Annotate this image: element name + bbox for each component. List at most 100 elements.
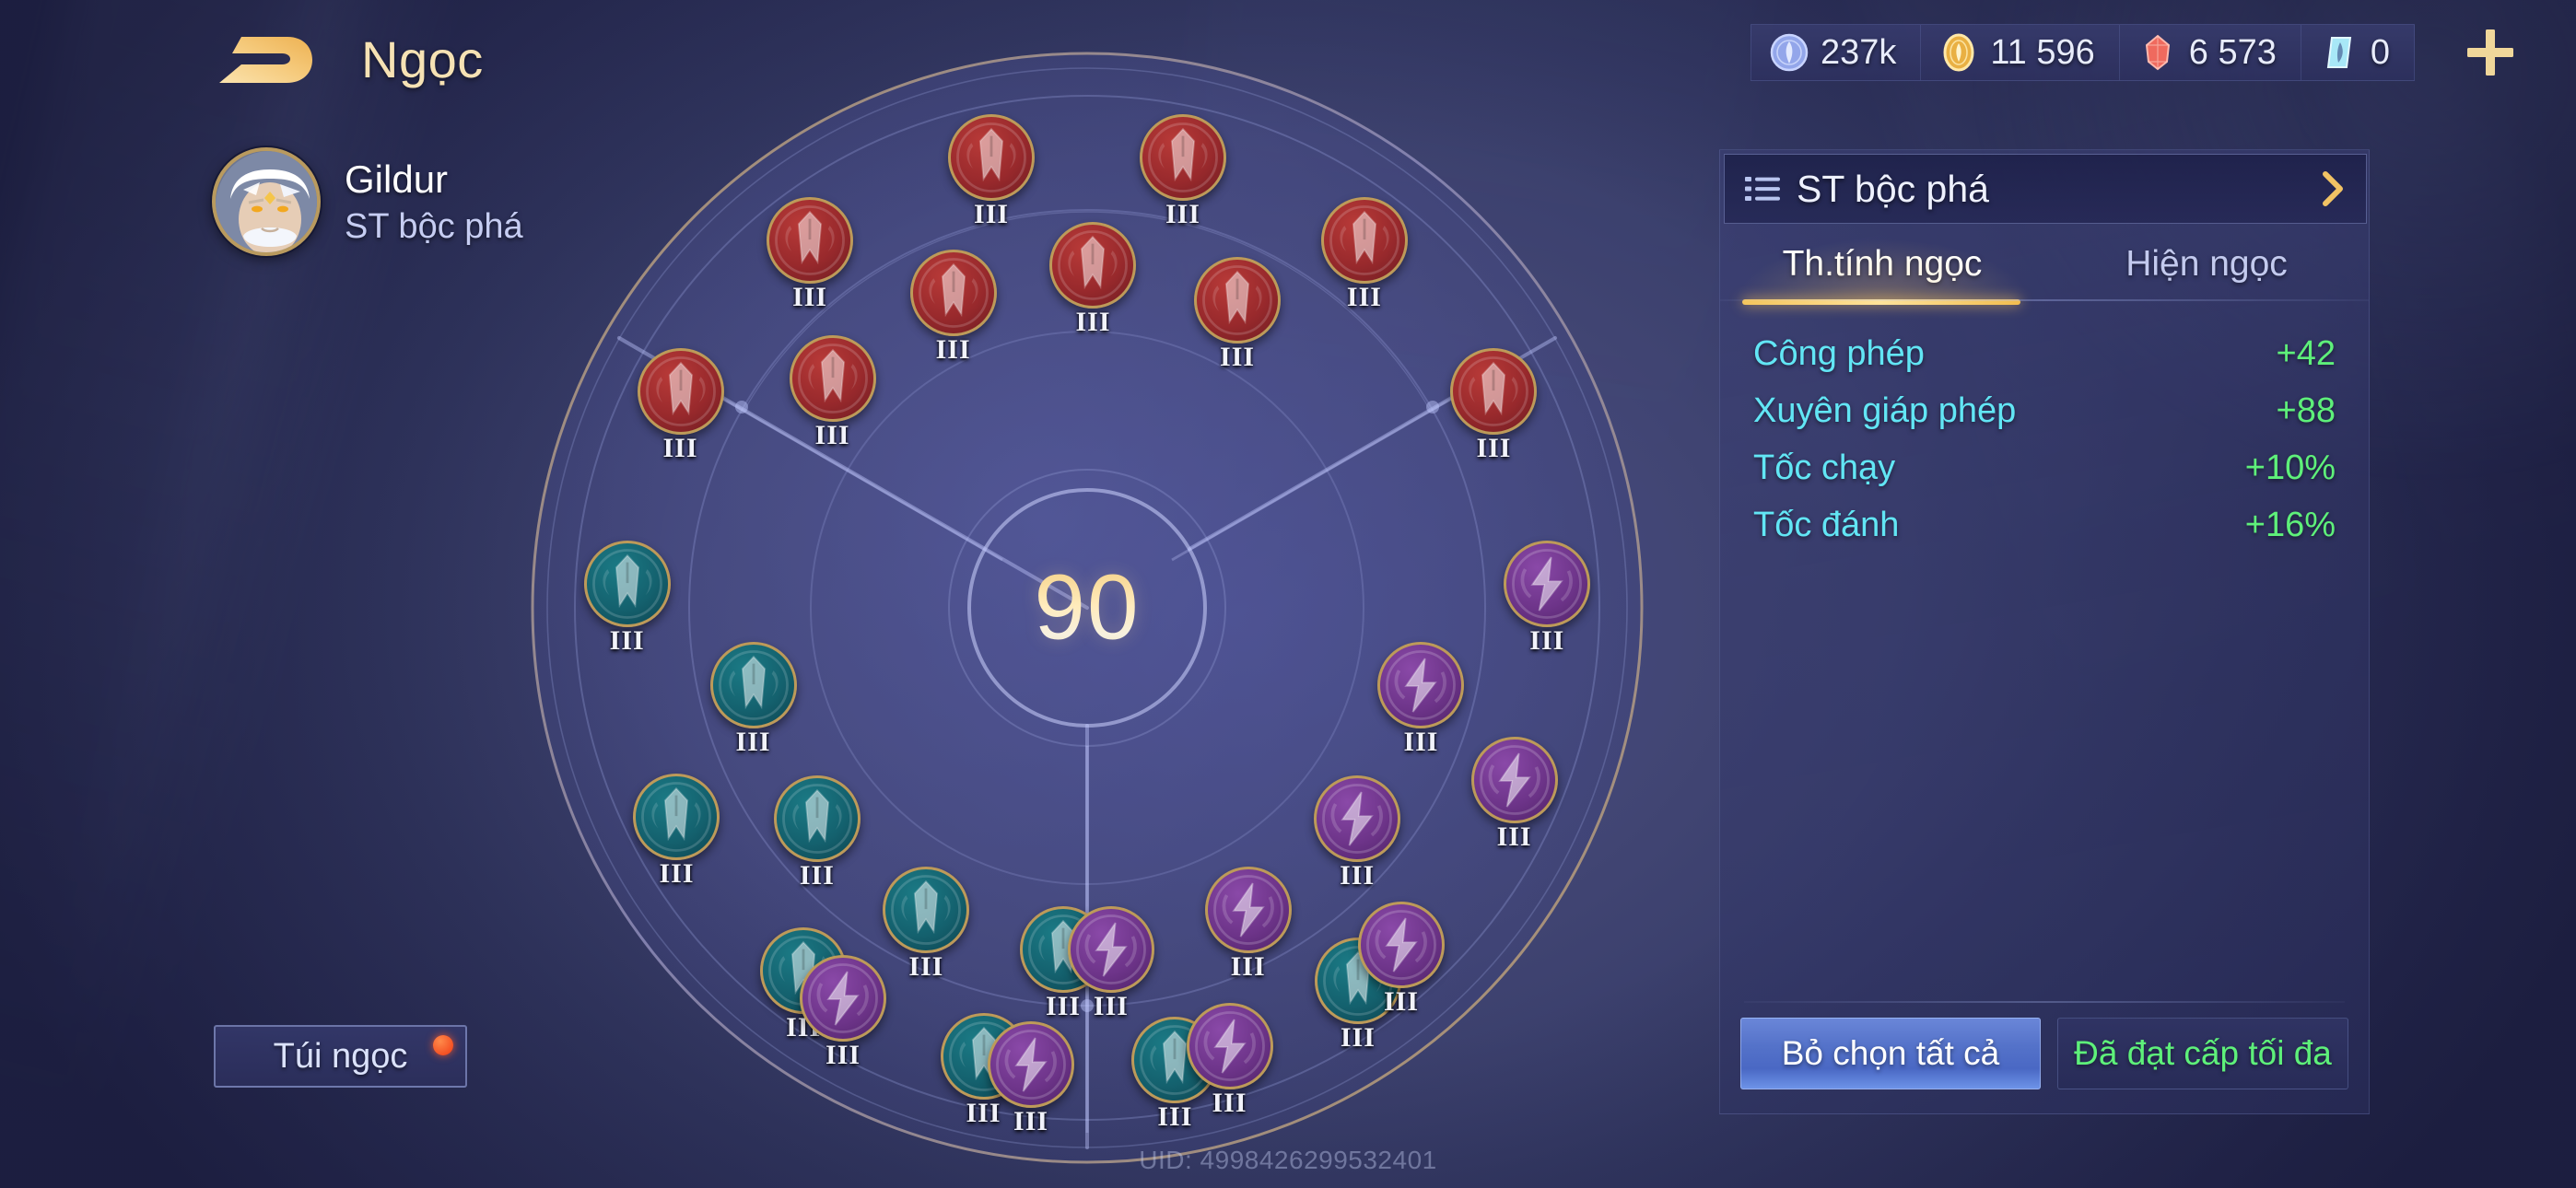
rune-gem-teal[interactable]: III: [633, 773, 720, 889]
rune-gem-disc: [767, 196, 854, 284]
lightning-bolt-icon: [1366, 909, 1436, 980]
rune-gem-red[interactable]: III: [1320, 196, 1408, 312]
rune-gem-disc: [773, 775, 861, 863]
lightning-bolt-icon: [1194, 1010, 1265, 1081]
rune-gem-red[interactable]: III: [948, 113, 1036, 229]
hero-name: Gildur: [345, 157, 449, 201]
currency-item-blue-token[interactable]: 237k: [1750, 24, 1922, 81]
tab-thuoc-tinh-ngoc[interactable]: Th.tính ngọc: [1720, 229, 2044, 305]
tab-label: Hiện ngọc: [2125, 244, 2288, 284]
stat-value: +16%: [2244, 505, 2336, 544]
rune-gem-teal[interactable]: III: [883, 867, 970, 982]
avatar-portrait-icon: [216, 151, 317, 252]
rune-gem-red[interactable]: III: [909, 249, 997, 365]
rune-gem-level: III: [735, 726, 771, 757]
rune-gem-level: III: [1093, 991, 1129, 1022]
stat-row: Công phép +42: [1753, 325, 2336, 382]
rune-gem-disc: [1204, 867, 1292, 954]
rune-gem-teal[interactable]: III: [773, 775, 861, 891]
rune-gem-red[interactable]: III: [637, 348, 724, 463]
rune-a-icon: [1148, 122, 1218, 192]
currency-item-cyan-shard[interactable]: 0: [2301, 24, 2415, 81]
chevron-right-icon: [2323, 171, 2343, 206]
rune-gem-red[interactable]: III: [1049, 222, 1137, 337]
game-logo-icon: [219, 37, 312, 83]
rune-gem-disc: [583, 540, 671, 627]
rune-gem-level: III: [609, 624, 645, 656]
uid-text: UID: 4998426299532401: [1139, 1146, 1437, 1174]
rune-gem-purple[interactable]: III: [1067, 906, 1154, 1021]
rune-gem-disc: [633, 773, 720, 860]
rune-a-icon: [1058, 230, 1129, 300]
rune-gem-teal[interactable]: III: [583, 540, 671, 656]
rune-gem-level: III: [1529, 624, 1565, 656]
rune-gem-disc: [1504, 540, 1591, 627]
rune-a-icon: [918, 257, 989, 328]
tab-hien-ngoc[interactable]: Hiện ngọc: [2044, 229, 2369, 299]
currency-value: 0: [2370, 32, 2390, 72]
rune-gem-level: III: [908, 951, 944, 983]
rune-gem-red[interactable]: III: [789, 335, 876, 450]
stat-value: +88: [2276, 390, 2336, 430]
rune-gem-disc: [1314, 775, 1401, 863]
rune-gem-teal[interactable]: III: [709, 641, 797, 757]
bag-button-label: Túi ngọc: [273, 1036, 408, 1076]
rune-gem-red[interactable]: III: [1194, 256, 1282, 372]
rune-gem-level: III: [966, 1098, 1001, 1129]
rune-gem-level: III: [1496, 821, 1532, 853]
rune-gem-disc: [988, 1021, 1075, 1109]
panel-buttons: Bỏ chọn tất cả Đã đạt cấp tối đa: [1740, 1018, 2348, 1089]
rune-gem-disc: [1377, 641, 1465, 728]
tab-active-underline: [1742, 299, 2020, 305]
lightning-bolt-icon: [1479, 745, 1550, 816]
rune-gem-level: III: [825, 1040, 861, 1071]
rune-gem-purple[interactable]: III: [1357, 901, 1445, 1017]
stat-label: Tốc chạy: [1753, 448, 1896, 487]
rune-gem-purple[interactable]: III: [800, 955, 887, 1070]
stat-row: Xuyên giáp phép +88: [1753, 382, 2336, 439]
max-level-button[interactable]: Đã đạt cấp tối đa: [2057, 1018, 2348, 1089]
rune-gem-level: III: [1157, 1101, 1193, 1132]
rune-gem-disc: [909, 249, 997, 336]
hero-role: ST bộc phá: [345, 206, 523, 246]
currency-item-gold-coin[interactable]: 11 596: [1921, 24, 2120, 81]
rune-gem-purple[interactable]: III: [1470, 737, 1558, 852]
hero-info[interactable]: Gildur ST bộc phá: [212, 147, 523, 256]
rune-gem-purple[interactable]: III: [1186, 1002, 1273, 1118]
rune-gem-level: III: [814, 420, 850, 451]
rune-gem-purple[interactable]: III: [1314, 775, 1401, 891]
panel-header-button[interactable]: ST bộc phá: [1724, 154, 2367, 224]
currency-value: 237k: [1820, 32, 1897, 72]
stat-value: +10%: [2244, 448, 2336, 487]
rune-gem-red[interactable]: III: [1139, 113, 1226, 229]
rune-gem-level: III: [1220, 341, 1256, 372]
rune-gem-level: III: [1075, 307, 1111, 338]
deselect-all-button[interactable]: Bỏ chọn tất cả: [1740, 1018, 2041, 1089]
rune-panel: ST bộc phá Th.tính ngọc Hiện ngọc Công p…: [1719, 149, 2370, 1114]
lightning-bolt-icon: [808, 963, 878, 1033]
rune-gem-purple[interactable]: III: [1377, 641, 1465, 757]
currency-item-red-gem[interactable]: 6 573: [2119, 24, 2301, 81]
bag-button[interactable]: Túi ngọc: [214, 1025, 467, 1088]
blue-token-icon: [1770, 33, 1809, 72]
rune-gem-level: III: [1013, 1106, 1049, 1137]
hero-avatar[interactable]: [212, 147, 321, 256]
rune-gem-level: III: [1340, 1021, 1376, 1053]
rune-gem-level: III: [1212, 1087, 1247, 1118]
page-title: Ngọc: [361, 30, 484, 88]
rune-gem-level: III: [1383, 985, 1419, 1017]
rune-gem-purple[interactable]: III: [988, 1021, 1075, 1136]
rune-gem-disc: [883, 867, 970, 954]
stat-label: Công phép: [1753, 333, 1925, 373]
rune-gem-purple[interactable]: III: [1204, 867, 1292, 982]
rune-gem-red[interactable]: III: [1450, 348, 1538, 463]
stat-label: Xuyên giáp phép: [1753, 390, 2017, 430]
rune-gem-red[interactable]: III: [767, 196, 854, 312]
add-button[interactable]: [2460, 22, 2521, 83]
rune-gem-level: III: [662, 433, 698, 464]
rune-gem-level: III: [792, 281, 828, 312]
top-bar: Ngọc 237k 11 596 6 573: [0, 0, 2576, 120]
rune-a-icon: [891, 875, 962, 946]
rune-gem-purple[interactable]: III: [1504, 540, 1591, 656]
rune-gem-level: III: [1403, 726, 1439, 757]
